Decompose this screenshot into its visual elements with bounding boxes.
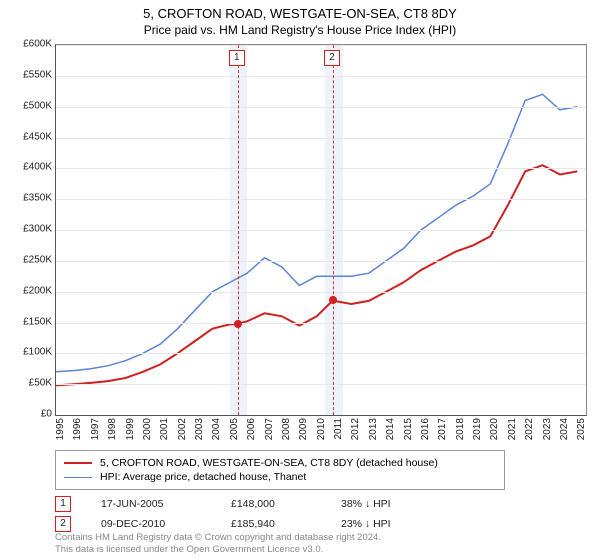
chart-title: 5, CROFTON ROAD, WESTGATE-ON-SEA, CT8 8D…: [0, 0, 600, 21]
x-axis-label: 2019: [472, 418, 483, 448]
x-axis-label: 1998: [107, 418, 118, 448]
sale-date: 09-DEC-2010: [101, 518, 231, 530]
x-axis-label: 2012: [350, 418, 361, 448]
sale-number-box: 1: [55, 496, 71, 512]
x-axis-label: 1995: [55, 418, 66, 448]
footnote-line1: Contains HM Land Registry data © Crown c…: [55, 532, 381, 543]
x-axis-label: 2003: [194, 418, 205, 448]
x-axis-label: 2014: [385, 418, 396, 448]
sale-date: 17-JUN-2005: [101, 498, 231, 510]
y-axis-label: £150K: [4, 316, 52, 327]
legend-label: HPI: Average price, detached house, Than…: [100, 471, 306, 483]
y-axis-label: £250K: [4, 254, 52, 265]
x-axis-label: 2021: [507, 418, 518, 448]
y-axis-label: £600K: [4, 39, 52, 50]
sale-row: 2 09-DEC-2010£185,94023% ↓ HPI: [55, 514, 441, 534]
x-axis-label: 2007: [264, 418, 275, 448]
sale-price: £185,940: [231, 518, 341, 530]
legend-swatch: [64, 462, 92, 464]
y-axis-label: £100K: [4, 347, 52, 358]
sale-delta: 23% ↓ HPI: [341, 518, 441, 530]
legend-box: 5, CROFTON ROAD, WESTGATE-ON-SEA, CT8 8D…: [55, 450, 505, 490]
y-axis-label: £0: [4, 409, 52, 420]
x-axis-label: 2016: [420, 418, 431, 448]
x-axis-label: 2008: [281, 418, 292, 448]
series-hpi: [56, 94, 577, 372]
legend-swatch: [64, 477, 92, 478]
sale-row: 1 17-JUN-2005£148,00038% ↓ HPI: [55, 494, 441, 514]
sales-table: 1 17-JUN-2005£148,00038% ↓ HPI 2 09-DEC-201…: [55, 494, 441, 534]
x-axis-label: 2005: [229, 418, 240, 448]
x-axis-label: 1997: [90, 418, 101, 448]
x-axis-label: 2009: [298, 418, 309, 448]
x-axis-label: 2013: [368, 418, 379, 448]
sale-marker: 2: [324, 50, 340, 66]
y-axis-label: £500K: [4, 100, 52, 111]
sale-price: £148,000: [231, 498, 341, 510]
y-axis-label: £550K: [4, 69, 52, 80]
sale-number-box: 2: [55, 516, 71, 532]
sale-vline: [333, 45, 334, 415]
x-axis-label: 2000: [142, 418, 153, 448]
footnote: Contains HM Land Registry data © Crown c…: [55, 532, 381, 556]
sale-point: [329, 296, 337, 304]
x-axis-label: 2001: [159, 418, 170, 448]
x-axis-label: 2017: [437, 418, 448, 448]
y-axis-label: £300K: [4, 224, 52, 235]
x-axis-label: 2024: [559, 418, 570, 448]
x-axis-label: 2023: [542, 418, 553, 448]
x-axis-label: 1996: [72, 418, 83, 448]
x-axis-label: 2015: [403, 418, 414, 448]
sale-point: [234, 320, 242, 328]
footnote-line2: This data is licensed under the Open Gov…: [55, 544, 323, 555]
sale-delta: 38% ↓ HPI: [341, 498, 441, 510]
plot-area: [55, 44, 587, 416]
y-axis-label: £50K: [4, 378, 52, 389]
legend-item: HPI: Average price, detached house, Than…: [64, 470, 496, 484]
legend-label: 5, CROFTON ROAD, WESTGATE-ON-SEA, CT8 8D…: [100, 457, 438, 469]
x-axis-label: 2011: [333, 418, 344, 448]
x-axis-label: 2022: [524, 418, 535, 448]
y-axis-label: £200K: [4, 285, 52, 296]
x-axis-label: 2006: [246, 418, 257, 448]
x-axis-label: 2018: [455, 418, 466, 448]
sale-marker: 1: [229, 50, 245, 66]
x-axis-label: 2010: [316, 418, 327, 448]
x-axis-label: 2002: [177, 418, 188, 448]
sale-vline: [238, 45, 239, 415]
legend-item: 5, CROFTON ROAD, WESTGATE-ON-SEA, CT8 8D…: [64, 456, 496, 470]
y-axis-label: £450K: [4, 131, 52, 142]
x-axis-label: 2020: [489, 418, 500, 448]
chart-container: 5, CROFTON ROAD, WESTGATE-ON-SEA, CT8 8D…: [0, 0, 600, 560]
chart-subtitle: Price paid vs. HM Land Registry's House …: [0, 21, 600, 41]
x-axis-label: 2004: [211, 418, 222, 448]
x-axis-label: 1999: [125, 418, 136, 448]
y-axis-label: £350K: [4, 193, 52, 204]
y-axis-label: £400K: [4, 162, 52, 173]
x-axis-label: 2025: [576, 418, 587, 448]
